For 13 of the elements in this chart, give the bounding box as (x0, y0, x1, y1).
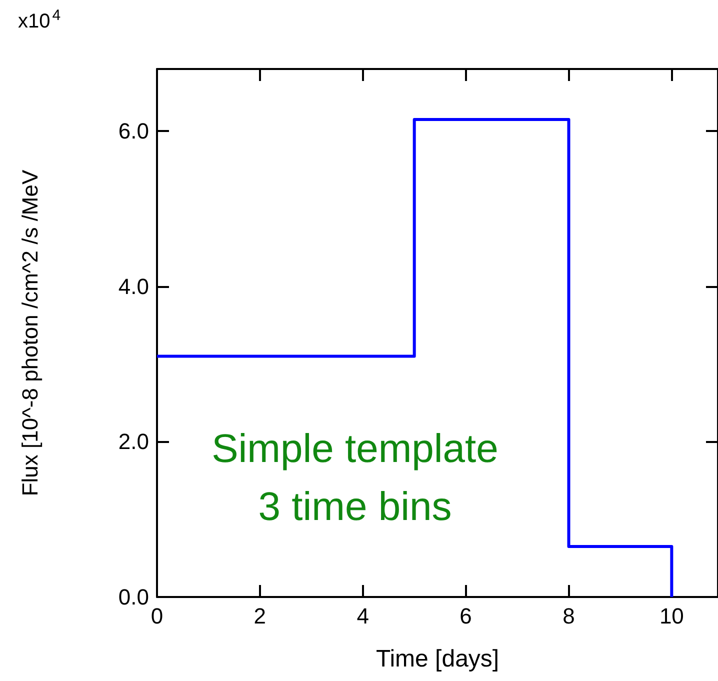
x-tick-label: 6 (460, 604, 472, 628)
annotation: Simple template 3 time bins (212, 427, 498, 529)
x-tick-label: 8 (562, 604, 575, 628)
x-tick-label: 0 (150, 604, 164, 628)
x-tick-label: 10 (659, 604, 684, 628)
y-tick-label: 4.0 (118, 274, 149, 299)
y-tick-label: 0.0 (118, 584, 149, 610)
y-tick-label: 6.0 (118, 118, 149, 144)
y-tick-label: 2.0 (118, 429, 149, 454)
x-tick-label: 2 (254, 604, 266, 628)
y-axis-title: Flux [10^-8 photon /cm^2 /s /MeV (18, 170, 42, 496)
x-tick-label: 4 (356, 604, 369, 628)
x-axis-title: Time [days] (376, 646, 500, 672)
